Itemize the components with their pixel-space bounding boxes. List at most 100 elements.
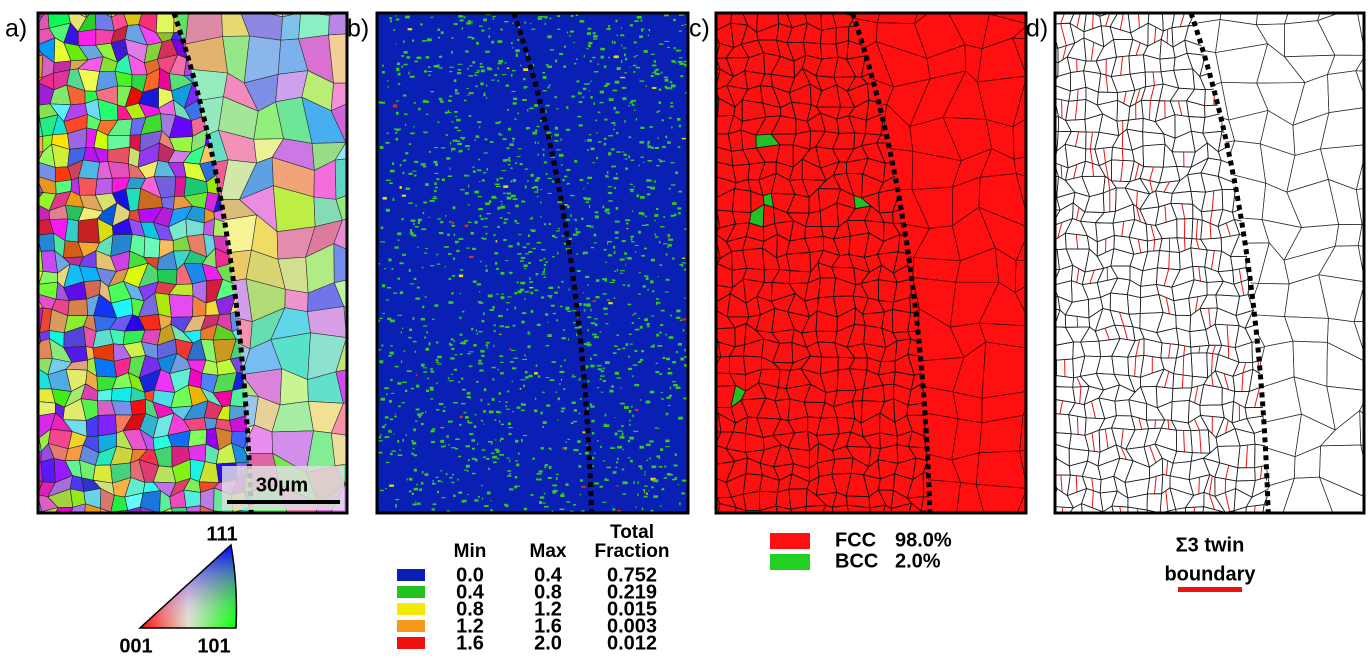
grain (351, 41, 370, 61)
speckle (503, 193, 506, 194)
twin-boundary (1183, 356, 1184, 375)
speckle (666, 87, 671, 89)
speckle (411, 388, 414, 389)
speckle (411, 440, 413, 442)
speckle (416, 408, 420, 410)
speckle (512, 91, 516, 92)
speckle (620, 273, 624, 274)
speckle (379, 436, 381, 438)
speckle (631, 406, 633, 408)
panel-label: a) (5, 15, 27, 43)
speckle (666, 413, 668, 416)
speckle (644, 496, 648, 498)
speckle (600, 48, 605, 51)
speckle (508, 157, 510, 160)
speckle (396, 129, 401, 131)
speckle (460, 269, 463, 271)
speckle (588, 44, 591, 47)
speckle (470, 232, 474, 235)
twin-boundary (1333, 0, 1336, 9)
speckle (639, 272, 641, 273)
grain (1275, 522, 1299, 540)
twin-boundary (1107, 0, 1110, 13)
speckle (464, 175, 469, 177)
speckle (567, 311, 571, 312)
speckle (595, 296, 599, 298)
speckle (559, 53, 563, 55)
speckle (548, 322, 549, 323)
speckle (448, 421, 453, 423)
speckle (453, 257, 455, 260)
grain (9, 247, 34, 282)
speckle (668, 368, 670, 370)
speckle (632, 322, 634, 324)
speckle (592, 432, 594, 434)
speckle (684, 64, 686, 67)
grain (968, 519, 988, 542)
speckle (411, 220, 416, 222)
speckle (535, 129, 537, 131)
speckle (680, 75, 683, 77)
speckle (577, 270, 581, 272)
speckle (609, 98, 614, 101)
grain (111, 387, 132, 401)
speckle (520, 260, 524, 261)
speckle (486, 233, 488, 235)
speckle (384, 268, 386, 269)
speckle (600, 375, 605, 376)
speckle (499, 401, 501, 402)
speckle (590, 403, 592, 406)
speckle (548, 477, 552, 479)
speckle (575, 220, 577, 221)
speckle (579, 453, 582, 454)
speckle (665, 291, 669, 292)
speckle (608, 152, 611, 154)
speckle (654, 60, 656, 62)
grain (1026, 135, 1047, 153)
speckle (467, 420, 469, 423)
speckle (401, 218, 403, 220)
speckle (534, 290, 538, 292)
speckle (403, 64, 407, 66)
speckle (467, 148, 469, 149)
speckle (510, 272, 511, 274)
speckle (633, 431, 638, 432)
speckle (389, 182, 393, 184)
speckle (531, 310, 533, 311)
speckle (667, 247, 669, 248)
speckle (631, 100, 636, 102)
speckle (599, 332, 601, 333)
grain (743, 0, 766, 14)
speckle (491, 41, 494, 44)
speckle (542, 72, 545, 74)
speckle (455, 89, 458, 92)
speckle (416, 484, 418, 486)
speckle (491, 453, 495, 454)
speckle (566, 307, 569, 310)
speckle (468, 115, 471, 117)
speckle (660, 506, 662, 507)
speckle (598, 63, 599, 65)
grain (67, 525, 84, 537)
speckle (684, 268, 686, 270)
speckle (658, 276, 659, 277)
speckle (403, 172, 405, 174)
speckle (430, 368, 432, 370)
grain (299, 12, 330, 38)
speckle (446, 473, 448, 475)
speckle (415, 226, 419, 227)
speckle (512, 325, 515, 327)
grain (130, 399, 145, 415)
speckle (590, 81, 592, 82)
speckle (439, 56, 441, 58)
twin-boundary (1303, 525, 1305, 536)
speckle (472, 37, 475, 39)
speckle (396, 69, 399, 71)
speckle (458, 238, 463, 240)
grain (352, 506, 373, 526)
speckle (590, 96, 592, 99)
speckle (622, 151, 624, 152)
speckle (567, 439, 570, 440)
speckle (511, 167, 513, 169)
speckle (605, 208, 609, 211)
